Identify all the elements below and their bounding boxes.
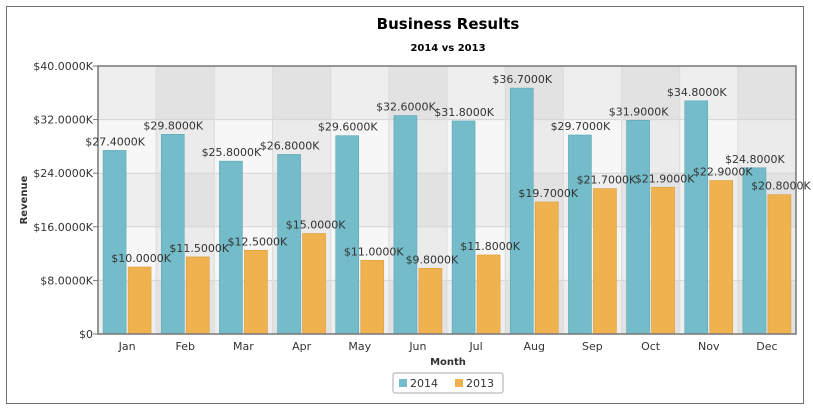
bar-2013-jan[interactable] bbox=[127, 266, 152, 335]
bar-2013-aug[interactable] bbox=[534, 201, 559, 335]
x-tick-label-jan: Jan bbox=[118, 340, 136, 353]
data-label-2014-apr: $26.8000K bbox=[260, 139, 320, 152]
y-tick-label: $24.0000K bbox=[33, 167, 93, 180]
x-tick-label-dec: Dec bbox=[756, 340, 777, 353]
x-tick-label-nov: Nov bbox=[698, 340, 720, 353]
bar-2013-oct[interactable] bbox=[651, 186, 675, 335]
x-tick-label-sep: Sep bbox=[582, 340, 603, 353]
data-label-2013-dec: $20.8000K bbox=[751, 180, 811, 193]
data-label-2014-jul: $31.8000K bbox=[434, 106, 494, 119]
chart-subtitle: 2014 vs 2013 bbox=[410, 43, 485, 54]
bar-2013-apr[interactable] bbox=[302, 233, 326, 335]
data-label-2013-may: $11.0000K bbox=[344, 245, 404, 258]
data-label-2013-jul: $11.8000K bbox=[460, 240, 520, 253]
bar-2014-feb[interactable] bbox=[160, 134, 185, 335]
legend-label-2014[interactable]: 2014 bbox=[410, 377, 438, 390]
legend-swatch-2014 bbox=[399, 379, 407, 387]
data-label-2013-sep: $21.7000K bbox=[577, 174, 637, 187]
bar-2014-sep[interactable] bbox=[568, 134, 592, 335]
legend-swatch-2013 bbox=[455, 379, 463, 387]
data-label-2013-apr: $15.0000K bbox=[286, 219, 346, 232]
bar-2013-mar[interactable] bbox=[244, 249, 268, 335]
data-label-2013-mar: $12.5000K bbox=[228, 235, 288, 248]
bar-2014-jun[interactable] bbox=[393, 115, 418, 335]
data-label-2014-oct: $31.9000K bbox=[609, 105, 669, 118]
bar-2013-feb[interactable] bbox=[185, 256, 210, 335]
bar-2013-jul[interactable] bbox=[476, 254, 501, 335]
y-tick-label: $16.0000K bbox=[33, 221, 93, 234]
x-tick-label-apr: Apr bbox=[292, 340, 312, 353]
x-tick-label-jun: Jun bbox=[408, 340, 426, 353]
x-tick-label-oct: Oct bbox=[641, 340, 661, 353]
x-axis-ticks: Jan Feb Mar Apr May Jun Jul Aug Sep Oct Nov Dec bbox=[118, 340, 778, 353]
y-axis-title: Revenue bbox=[19, 175, 30, 224]
x-tick-label-may: May bbox=[348, 340, 371, 353]
chart-title: Business Results bbox=[377, 15, 520, 33]
x-tick-label-aug: Aug bbox=[524, 340, 545, 353]
x-tick-label-jul: Jul bbox=[468, 340, 482, 353]
y-tick-label: $40.0000K bbox=[33, 60, 93, 73]
data-label-2014-mar: $25.8000K bbox=[202, 146, 262, 159]
bar-2013-dec[interactable] bbox=[767, 194, 792, 335]
bar-2013-sep[interactable] bbox=[593, 188, 617, 335]
bar-2014-jul[interactable] bbox=[451, 120, 476, 335]
bar-2014-aug[interactable] bbox=[509, 87, 534, 335]
data-label-2014-sep: $29.7000K bbox=[551, 120, 611, 133]
data-label-2013-oct: $21.9000K bbox=[635, 172, 695, 185]
bar-2014-dec[interactable] bbox=[742, 167, 767, 335]
bar-2014-oct[interactable] bbox=[626, 119, 650, 335]
data-label-2013-jun: $9.8000K bbox=[406, 253, 459, 266]
x-tick-label-feb: Feb bbox=[176, 340, 195, 353]
data-label-2014-jun: $32.6000K bbox=[376, 101, 436, 114]
data-label-2014-feb: $29.8000K bbox=[143, 119, 203, 132]
data-labels: $27.4000K $29.8000K $25.8000K$26.8000K $29.… bbox=[85, 73, 811, 266]
legend: 2014 2013 bbox=[392, 372, 504, 394]
legend-label-2013[interactable]: 2013 bbox=[466, 377, 494, 390]
bar-2013-nov[interactable] bbox=[709, 180, 734, 335]
data-label-2013-nov: $22.9000K bbox=[693, 166, 753, 179]
data-label-2013-aug: $19.7000K bbox=[518, 187, 578, 200]
bar-2014-may[interactable] bbox=[335, 135, 360, 335]
y-tick-label: $8.0000K bbox=[40, 274, 93, 287]
x-axis-title: Month bbox=[430, 357, 466, 368]
bar-2014-nov[interactable] bbox=[684, 100, 709, 335]
bar-2013-jun[interactable] bbox=[418, 268, 443, 335]
plot-border bbox=[97, 65, 797, 335]
data-label-2014-dec: $24.8000K bbox=[725, 153, 785, 166]
data-label-2014-nov: $34.8000K bbox=[667, 86, 727, 99]
data-label-2014-jan: $27.4000K bbox=[85, 135, 145, 148]
y-tick-label: $32.0000K bbox=[33, 114, 93, 127]
bar-2013-may[interactable] bbox=[360, 259, 385, 335]
x-tick-label-mar: Mar bbox=[233, 340, 254, 353]
bar-2014-jan[interactable] bbox=[102, 150, 127, 335]
data-label-2013-jan: $10.0000K bbox=[111, 252, 171, 265]
data-label-2014-aug: $36.7000K bbox=[492, 73, 552, 86]
y-axis-ticks: $0 $8.0000K $16.0000K $24.0000K $32.0000K $40… bbox=[33, 60, 98, 341]
data-label-2013-feb: $11.5000K bbox=[169, 242, 229, 255]
data-label-2014-may: $29.6000K bbox=[318, 121, 378, 134]
y-tick-label: $0 bbox=[79, 328, 93, 341]
legend-box bbox=[392, 372, 504, 394]
